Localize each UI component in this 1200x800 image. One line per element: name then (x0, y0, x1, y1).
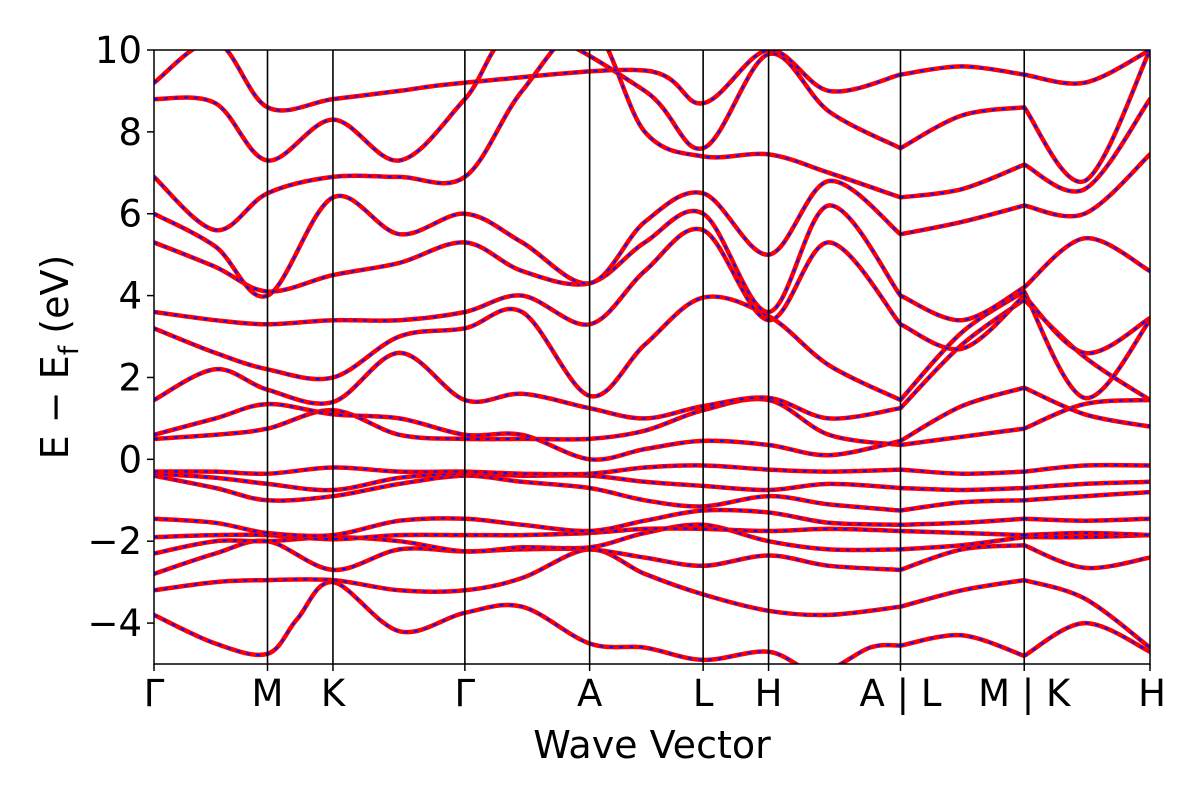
band-line-19 (154, 50, 1150, 113)
band-line-1 (154, 579, 1150, 664)
band-overlay-15 (154, 204, 1150, 322)
y-tick-label: 4 (118, 275, 142, 318)
x-tick-label: K (321, 672, 347, 715)
y-tick-label: 2 (118, 356, 142, 399)
band-overlay-19 (154, 50, 1150, 112)
x-tick-label: A | L (860, 672, 942, 715)
y-tick-label: −4 (87, 602, 142, 645)
band-overlay-12 (154, 298, 1150, 420)
bands-layer (154, 50, 1150, 664)
y-axis-label: E − Ef (eV) (33, 255, 85, 460)
x-tick-label: L (693, 672, 714, 715)
band-overlay-17 (154, 50, 1150, 232)
band-overlay-1 (154, 580, 1150, 664)
y-axis-label-main: E − E (33, 355, 77, 459)
y-tick-label: 8 (118, 111, 142, 154)
band-line-14 (154, 226, 1150, 356)
band-line-2 (154, 547, 1150, 650)
x-tick-label: M (252, 672, 284, 715)
x-axis-label: Wave Vector (533, 723, 771, 767)
band-overlay-13 (154, 290, 1150, 401)
band-line-13 (154, 289, 1150, 403)
band-line-10 (154, 396, 1150, 448)
x-tick-label: Γ (144, 672, 165, 715)
x-tick-label: H (755, 672, 783, 715)
plot-frame (153, 49, 1151, 665)
x-tick-label: A (577, 672, 602, 715)
band-line-17 (154, 50, 1150, 233)
band-overlay-14 (154, 227, 1150, 355)
y-tick-label: −2 (87, 520, 142, 563)
x-tick-label: H (1138, 672, 1166, 715)
kpoint-dividers (266, 50, 1026, 664)
y-axis: −4 −2 0 2 4 6 8 10 (87, 29, 154, 645)
y-tick-label: 10 (95, 29, 142, 72)
x-tick-label: M | K (978, 672, 1072, 715)
y-axis-label-unit: (eV) (33, 255, 77, 346)
y-tick-label: 0 (118, 438, 142, 481)
y-tick-label: 6 (118, 193, 142, 236)
y-axis-label-sub: f (54, 344, 85, 355)
band-overlay-10 (154, 397, 1150, 447)
band-overlay-2 (154, 548, 1150, 649)
band-overlay-11 (154, 386, 1150, 461)
x-tick-label: Γ (455, 672, 476, 715)
